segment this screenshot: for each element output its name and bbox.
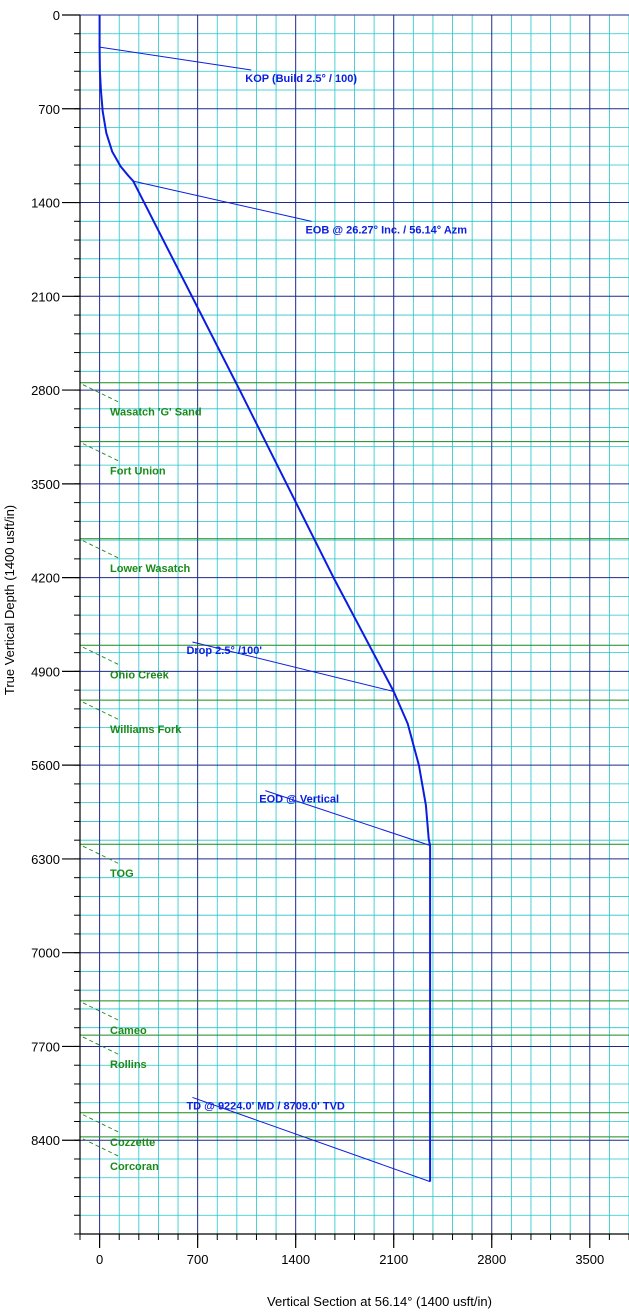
- major-grid: [80, 14, 629, 1234]
- callout-leader: [192, 1096, 431, 1183]
- y-tick-label: 700: [38, 102, 60, 117]
- y-tick-label: 2800: [31, 383, 60, 398]
- y-tick-label: 2100: [31, 289, 60, 304]
- formation-leader: [82, 384, 121, 404]
- formation-label: TOG: [110, 868, 134, 880]
- x-tick-label: 1400: [281, 1252, 310, 1267]
- x-axis-title: Vertical Section at 56.14° (1400 usft/in…: [267, 1294, 492, 1309]
- formation-leader: [82, 646, 121, 666]
- callout-leader: [192, 641, 394, 692]
- y-tick-label: 6300: [31, 852, 60, 867]
- formation-leader: [82, 1114, 121, 1134]
- formation-label: Cozzette: [110, 1137, 155, 1149]
- y-tick-label: 7000: [31, 946, 60, 961]
- formation-markers: Wasatch 'G' Sand Fort Union Lower Wasatch O…: [80, 382, 629, 1173]
- y-axis-title: True Vertical Depth (1400 usft/in): [2, 505, 17, 695]
- wellbore-trajectory-line: [98, 15, 432, 1182]
- formation-leader: [82, 1002, 121, 1022]
- formation-label: Cameo: [110, 1025, 147, 1037]
- callout-label: EOD @ Vertical: [259, 794, 339, 806]
- trajectory-layer: [98, 15, 432, 1182]
- formation-label: Williams Fork: [110, 724, 182, 736]
- callout-label: KOP (Build 2.5° / 100): [245, 73, 357, 85]
- y-tick-label: 7700: [31, 1039, 60, 1054]
- x-tick-label: 3500: [575, 1252, 604, 1267]
- formation-label: Rollins: [110, 1059, 147, 1071]
- y-tick-label: 0: [53, 8, 60, 23]
- callout-label: Drop 2.5° /100': [186, 645, 262, 657]
- y-tick-label: 5600: [31, 758, 60, 773]
- formation-label: Ohio Creek: [110, 669, 170, 681]
- callout-label: EOB @ 26.27° Inc. / 56.14° Azm: [305, 224, 467, 236]
- formation-leader: [82, 540, 121, 560]
- callout-leader: [133, 180, 312, 222]
- callout-leader: [265, 790, 431, 847]
- y-tick-label: 4200: [31, 571, 60, 586]
- annotation-callouts: KOP (Build 2.5° / 100) EOB @ 26.27° Inc. …: [99, 46, 467, 1183]
- y-tick-label: 1400: [31, 196, 60, 211]
- formation-leader: [82, 701, 121, 721]
- y-tick-label: 8400: [31, 1133, 60, 1148]
- axis-ticks: 0700140021002800350042004900560063007000…: [31, 8, 629, 1267]
- formation-label: Fort Union: [110, 466, 166, 478]
- callout-leader: [99, 46, 252, 71]
- x-tick-label: 2100: [379, 1252, 408, 1267]
- x-tick-label: 2800: [477, 1252, 506, 1267]
- x-tick-label: 0: [96, 1252, 103, 1267]
- y-tick-label: 4900: [31, 664, 60, 679]
- y-tick-label: 3500: [31, 477, 60, 492]
- formation-label: Lower Wasatch: [110, 563, 191, 575]
- x-tick-label: 700: [187, 1252, 209, 1267]
- formation-leader: [82, 845, 121, 865]
- callout-label: TD @ 9224.0' MD / 8709.0' TVD: [186, 1100, 344, 1112]
- formation-label: Wasatch 'G' Sand: [110, 407, 202, 419]
- minor-grid: [79, 15, 629, 1234]
- formation-label: Corcoran: [110, 1161, 159, 1173]
